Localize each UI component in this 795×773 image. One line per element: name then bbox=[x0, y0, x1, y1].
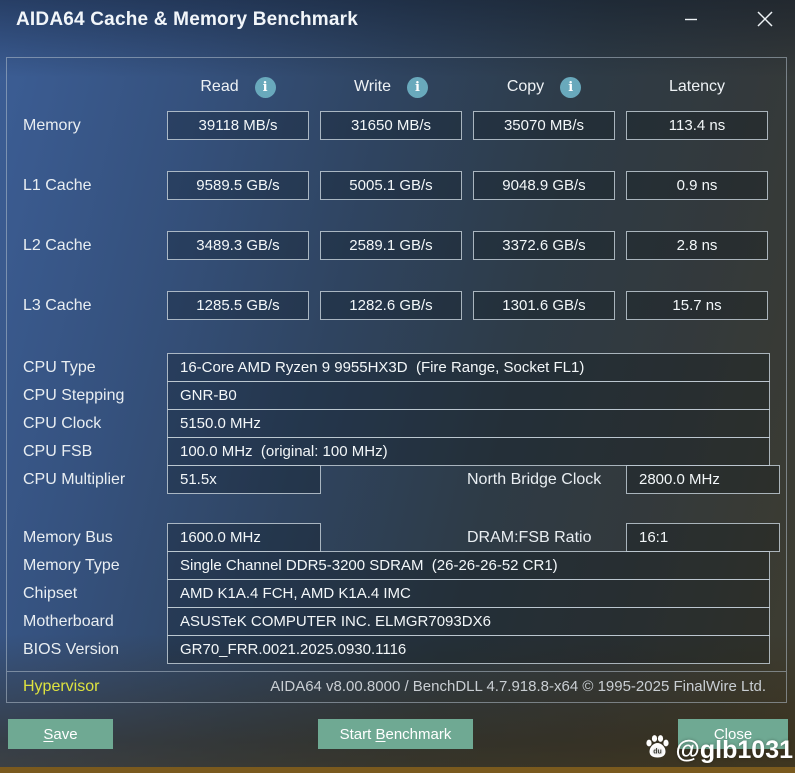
close-icon bbox=[756, 10, 774, 31]
row-label-cpu-type: CPU Type bbox=[23, 359, 96, 376]
memory-write-value: 31650 MB/s bbox=[320, 111, 462, 140]
row-label-memory-type: Memory Type bbox=[23, 557, 120, 574]
bios-version-value: GR70_FRR.0021.2025.0930.1116 bbox=[167, 635, 770, 664]
l3-latency-value: 15.7 ns bbox=[626, 291, 768, 320]
row-label-l3-cache: L3 Cache bbox=[23, 297, 92, 314]
cpu-fsb-value: 100.0 MHz (original: 100 MHz) bbox=[167, 437, 770, 466]
watermark-handle: @glb1031 bbox=[675, 735, 793, 764]
close-dialog-button[interactable]: Close bbox=[678, 719, 788, 749]
row-label-memory: Memory bbox=[23, 117, 81, 134]
watermark: du @glb1031 bbox=[644, 734, 793, 766]
chipset-value: AMD K1A.4 FCH, AMD K1A.4 IMC bbox=[167, 579, 770, 608]
row-label-l1-cache: L1 Cache bbox=[23, 177, 92, 194]
svg-text:du: du bbox=[653, 749, 662, 756]
l2-write-value: 2589.1 GB/s bbox=[320, 231, 462, 260]
save-button[interactable]: Save bbox=[8, 719, 113, 749]
start-benchmark-button-label: Start Benchmark bbox=[339, 725, 452, 743]
north-bridge-clock-value: 2800.0 MHz bbox=[626, 465, 780, 494]
close-dialog-button-label: Close bbox=[713, 725, 753, 743]
row-label-l2-cache: L2 Cache bbox=[23, 237, 92, 254]
memory-bus-value: 1600.0 MHz bbox=[167, 523, 321, 552]
column-header-label: Latency bbox=[668, 78, 726, 95]
column-header-write: Write bbox=[310, 74, 472, 100]
row-label-chipset: Chipset bbox=[23, 585, 78, 602]
l2-latency-value: 2.8 ns bbox=[626, 231, 768, 260]
column-header-label: Copy bbox=[506, 78, 545, 95]
info-icon[interactable] bbox=[254, 76, 276, 98]
bottom-stripe bbox=[0, 767, 795, 773]
memory-copy-value: 35070 MB/s bbox=[473, 111, 615, 140]
column-header-read: Read bbox=[157, 74, 319, 100]
l3-write-value: 1282.6 GB/s bbox=[320, 291, 462, 320]
row-label-motherboard: Motherboard bbox=[23, 613, 114, 630]
memory-read-value: 39118 MB/s bbox=[167, 111, 309, 140]
l2-copy-value: 3372.6 GB/s bbox=[473, 231, 615, 260]
l1-read-value: 9589.5 GB/s bbox=[167, 171, 309, 200]
row-label-cpu-stepping: CPU Stepping bbox=[23, 387, 125, 404]
l3-copy-value: 1301.6 GB/s bbox=[473, 291, 615, 320]
l1-copy-value: 9048.9 GB/s bbox=[473, 171, 615, 200]
dram-fsb-ratio-label: DRAM:FSB Ratio bbox=[467, 529, 592, 546]
cpu-stepping-value: GNR-B0 bbox=[167, 381, 770, 410]
row-label-cpu-clock: CPU Clock bbox=[23, 415, 102, 432]
cpu-multiplier-value: 51.5x bbox=[167, 465, 321, 494]
row-label-cpu-multiplier: CPU Multiplier bbox=[23, 471, 126, 488]
row-label-cpu-fsb: CPU FSB bbox=[23, 443, 93, 460]
column-header-label: Write bbox=[353, 78, 392, 95]
l3-read-value: 1285.5 GB/s bbox=[167, 291, 309, 320]
titlebar: AIDA64 Cache & Memory Benchmark bbox=[0, 0, 795, 57]
column-header-label: Read bbox=[200, 78, 239, 95]
l1-write-value: 5005.1 GB/s bbox=[320, 171, 462, 200]
dram-fsb-ratio-value: 16:1 bbox=[626, 523, 780, 552]
memory-type-value: Single Channel DDR5-3200 SDRAM (26-26-26… bbox=[167, 551, 770, 580]
minimize-button[interactable] bbox=[668, 0, 714, 40]
info-icon[interactable] bbox=[560, 76, 582, 98]
save-button-label: Save bbox=[43, 725, 78, 743]
row-label-bios-version: BIOS Version bbox=[23, 641, 120, 658]
close-button[interactable] bbox=[742, 0, 788, 40]
l2-read-value: 3489.3 GB/s bbox=[167, 231, 309, 260]
hypervisor-label: Hypervisor bbox=[23, 678, 100, 695]
version-text: AIDA64 v8.00.8000 / BenchDLL 4.7.918.8-x… bbox=[270, 678, 766, 695]
start-benchmark-button[interactable]: Start Benchmark bbox=[318, 719, 473, 749]
hypervisor-row: Hypervisor AIDA64 v8.00.8000 / BenchDLL … bbox=[7, 671, 786, 702]
info-icon[interactable] bbox=[407, 76, 429, 98]
benchmark-panel: Read Write Copy Latency Memory 39118 MB/… bbox=[6, 57, 787, 703]
motherboard-value: ASUSTeK COMPUTER INC. ELMGR7093DX6 bbox=[167, 607, 770, 636]
column-header-latency: Latency bbox=[616, 74, 778, 100]
cpu-clock-value: 5150.0 MHz bbox=[167, 409, 770, 438]
cpu-type-value: 16-Core AMD Ryzen 9 9955HX3D (Fire Range… bbox=[167, 353, 770, 382]
window-title: AIDA64 Cache & Memory Benchmark bbox=[16, 9, 358, 30]
minimize-icon bbox=[683, 11, 699, 30]
memory-latency-value: 113.4 ns bbox=[626, 111, 768, 140]
l1-latency-value: 0.9 ns bbox=[626, 171, 768, 200]
row-label-memory-bus: Memory Bus bbox=[23, 529, 113, 546]
column-header-copy: Copy bbox=[463, 74, 625, 100]
paw-icon: du bbox=[644, 734, 671, 766]
north-bridge-clock-label: North Bridge Clock bbox=[467, 471, 602, 488]
